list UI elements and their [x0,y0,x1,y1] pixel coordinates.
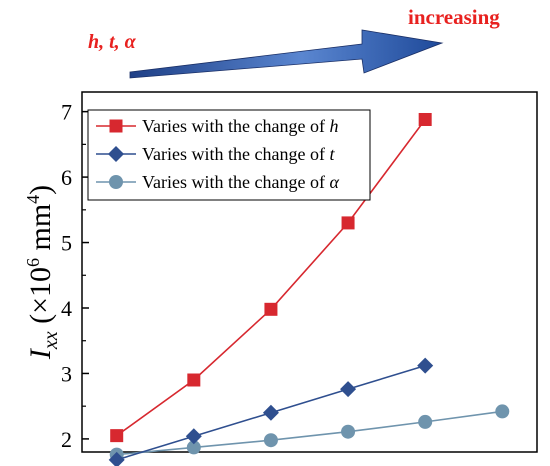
increase-arrow [129,29,444,79]
legend-marker [109,119,123,133]
legend-label-variable: h [329,116,338,136]
data-point [110,429,124,443]
series-layer [108,112,510,466]
y-tick-label: 4 [61,296,72,321]
data-point [341,216,355,230]
legend-label: Varies with the change of t [142,144,335,164]
series-circle [109,404,510,462]
ylabel-unit-post: ) [24,185,57,195]
annotation-params: h, t, α [88,31,137,53]
series-diamond [108,357,434,466]
legend-marker [109,175,123,189]
data-point [495,404,510,419]
data-point [262,404,279,421]
legend-marker [108,146,124,162]
legend-label-variable: t [329,144,335,164]
data-point [340,381,357,398]
y-tick-label: 6 [61,165,72,190]
ylabel-unit-pre: (×10 [24,267,57,331]
data-point [418,112,432,126]
data-point [187,373,201,387]
legend-label-variable: α [329,172,339,192]
series-line [116,410,503,456]
legend-label: Varies with the change of h [142,116,338,136]
ylabel-exp1: 6 [23,258,43,267]
legend-label-prefix: Varies with the change of [142,144,329,164]
annotation-increasing: increasing [408,5,500,29]
plot-frame [81,91,538,453]
data-point [185,428,202,445]
data-point [417,357,434,374]
legend-box [87,109,371,201]
legend-label: Varies with the change of α [142,172,339,192]
data-point [418,414,433,429]
ylabel-exp2: 4 [23,195,43,204]
series-square [110,112,432,443]
y-tick-label: 3 [61,361,72,386]
ylabel-subscript: xx [40,331,62,350]
data-point [186,440,201,455]
data-point [108,451,125,466]
legend-item: Varies with the change of h [96,116,338,136]
y-axis: 2 3 4 5 6 7 [61,100,89,452]
legend-label-prefix: Varies with the change of [142,116,329,136]
y-axis-label: Ixx (×106 mm4) [23,185,62,360]
y-tick-label: 7 [61,100,72,125]
y-tick-label: 5 [61,231,72,256]
legend-item: Varies with the change of α [96,172,339,192]
y-tick-label: 2 [61,427,72,452]
legend-item: Varies with the change of t [96,144,335,164]
svg-text:Ixx (×106 mm4): Ixx (×106 mm4) [23,185,62,360]
data-point [264,302,278,316]
data-point [341,424,356,439]
ylabel-symbol: I [24,347,57,360]
legend-label-prefix: Varies with the change of [142,172,329,192]
data-point [263,433,278,448]
ylabel-unit-mid: mm [24,204,57,258]
